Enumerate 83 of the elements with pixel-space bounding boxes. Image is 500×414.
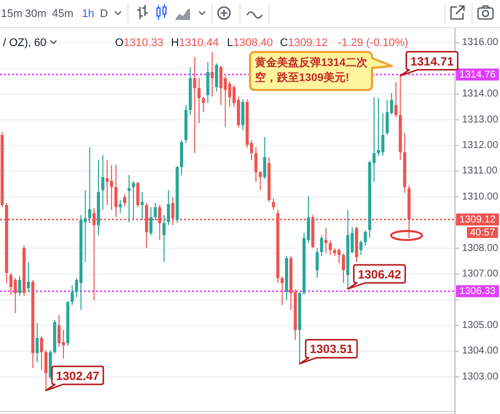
candlestick: [106, 160, 109, 206]
text: 45m: [52, 8, 74, 20]
candlestick: [154, 202, 157, 221]
candlestick: [136, 181, 140, 208]
callout: 1302.47: [45, 366, 104, 392]
y-tick-label: 1316.00: [462, 37, 499, 48]
price-tag: 1306.33: [456, 285, 499, 298]
candlestick: [364, 230, 367, 246]
callout: 1306.42: [347, 264, 406, 290]
text: 30m: [25, 8, 46, 20]
callout: 1314.71: [400, 51, 458, 77]
y-tick-label: 1303.00: [462, 371, 499, 382]
countdown-tag: 40:57: [467, 227, 498, 238]
price-tag: 1309.12: [456, 214, 499, 226]
candlestick: [128, 174, 131, 223]
candlestick: [254, 146, 258, 182]
ref-line-label: 1314.76: [459, 70, 496, 81]
candlestick: [114, 164, 118, 218]
candlestick: [272, 198, 275, 210]
candlestick: [316, 248, 319, 279]
candlestick: [166, 190, 170, 226]
callout: 1303.51: [298, 338, 358, 364]
candlestick: [198, 78, 201, 124]
candlestick: [215, 62, 218, 92]
candlestick: [342, 252, 345, 284]
y-tick-label: 1312.00: [462, 140, 499, 151]
annotation: 1302.47: [56, 368, 100, 383]
candlestick: [210, 52, 214, 98]
candlestick: [258, 170, 262, 191]
price-tag: 1314.76: [456, 68, 499, 81]
candlestick: [88, 146, 92, 224]
candlestick: [18, 276, 22, 297]
candlestick: [394, 81, 398, 118]
candlestick: [320, 234, 324, 256]
candlestick: [123, 194, 126, 207]
y-tick-label: 1304.00: [462, 346, 499, 357]
text: D: [100, 8, 108, 20]
candlestick: [162, 214, 166, 263]
candlestick: [193, 56, 196, 154]
candlestick: [324, 227, 328, 254]
candlestick: [101, 154, 104, 210]
candlestick: [44, 350, 48, 391]
candlestick: [280, 276, 284, 306]
candlestick: [202, 96, 205, 113]
y-tick-label: 1310.00: [462, 191, 499, 202]
annotation: L1308.40: [227, 37, 273, 49]
annotation: 1314.71: [410, 54, 454, 68]
annotation: O1310.33: [115, 37, 164, 49]
candlestick: [263, 136, 266, 180]
y-tick-label: 1311.00: [462, 166, 498, 177]
annotation: -1.29 (-0.10%): [338, 37, 408, 49]
candlestick: [26, 262, 30, 292]
ref-line-label: 1309.12: [459, 214, 496, 226]
y-tick-label: 1308.00: [462, 242, 499, 254]
text: 1h: [82, 8, 94, 20]
annotation: 1303.51: [310, 342, 354, 356]
candlestick: [359, 240, 362, 256]
text: 15m: [1, 8, 22, 20]
candlestick: [386, 99, 389, 136]
candlestick: [58, 314, 61, 348]
candlestick: [241, 98, 244, 131]
candlestick: [328, 240, 332, 256]
y-tick-label: 1313.00: [462, 114, 499, 126]
y-tick-label: 1314.00: [462, 88, 499, 100]
candlestick: [40, 336, 44, 371]
y-tick-label: 1305.00: [462, 320, 499, 331]
candlestick: [140, 191, 144, 221]
candlestick: [36, 322, 39, 363]
candlestick: [381, 112, 384, 156]
annotation: 黄金美盘反弹1314二次空，跌至1309美元!: [255, 56, 368, 86]
candlestick: [132, 180, 135, 221]
y-tick-label: 1307.00: [462, 268, 499, 280]
candlestick: [206, 61, 210, 104]
candlestick: [149, 206, 152, 236]
annotation: H1310.44: [171, 37, 219, 49]
candlestick: [228, 80, 232, 108]
candlestick: [14, 277, 17, 314]
candlestick: [70, 284, 74, 306]
annotation: / OZ), 60: [3, 37, 46, 49]
annotation: 1306.42: [358, 267, 402, 282]
annotation: C1309.12: [280, 37, 328, 49]
ref-line-label: 1306.33: [459, 286, 496, 298]
candlestick: [118, 199, 122, 214]
